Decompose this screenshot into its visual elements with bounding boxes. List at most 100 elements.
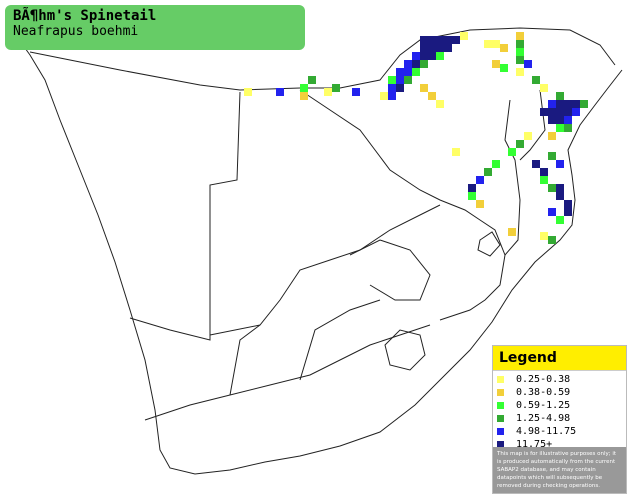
range-cell bbox=[492, 60, 500, 68]
range-cell bbox=[532, 76, 540, 84]
range-cell bbox=[548, 100, 556, 108]
range-cell bbox=[420, 84, 428, 92]
border bbox=[504, 99, 521, 256]
legend-swatch bbox=[497, 428, 504, 435]
lesotho bbox=[384, 329, 426, 371]
disclaimer: This map is for illustrative purposes on… bbox=[493, 447, 626, 493]
range-cell bbox=[436, 52, 444, 60]
range-cell bbox=[412, 68, 420, 76]
range-cell bbox=[420, 36, 428, 44]
range-cell bbox=[548, 116, 556, 124]
range-cell bbox=[572, 108, 580, 116]
range-cell bbox=[508, 228, 516, 236]
range-cell bbox=[572, 100, 580, 108]
range-cell bbox=[516, 56, 524, 64]
range-cell bbox=[476, 176, 484, 184]
range-cell bbox=[564, 116, 572, 124]
legend-label: 4.98-11.75 bbox=[516, 426, 577, 437]
range-cell bbox=[492, 40, 500, 48]
border bbox=[299, 89, 506, 321]
legend-label: 0.59-1.25 bbox=[516, 400, 571, 411]
legend-item: 1.25-4.98 bbox=[497, 412, 626, 425]
legend-item: 0.38-0.59 bbox=[497, 386, 626, 399]
range-cell bbox=[452, 148, 460, 156]
range-cell bbox=[564, 124, 572, 132]
legend-label: 0.25-0.38 bbox=[516, 374, 571, 385]
legend-label: 11.75+ bbox=[516, 439, 553, 450]
range-cell bbox=[556, 100, 564, 108]
range-cell bbox=[428, 36, 436, 44]
range-cell bbox=[388, 76, 396, 84]
range-cell bbox=[428, 44, 436, 52]
range-cell bbox=[548, 208, 556, 216]
border bbox=[349, 239, 431, 301]
range-cell bbox=[564, 108, 572, 116]
range-cell bbox=[460, 32, 468, 40]
legend-swatch bbox=[497, 402, 504, 409]
range-cell bbox=[404, 60, 412, 68]
range-cell bbox=[436, 36, 444, 44]
range-cell bbox=[508, 148, 516, 156]
range-cell bbox=[548, 236, 556, 244]
range-cell bbox=[540, 168, 548, 176]
legend-swatch bbox=[497, 441, 504, 448]
range-cell bbox=[556, 192, 564, 200]
range-cell bbox=[324, 88, 332, 96]
range-cell bbox=[556, 92, 564, 100]
legend-label: 0.38-0.59 bbox=[516, 387, 571, 398]
range-cell bbox=[300, 92, 308, 100]
range-cell bbox=[556, 116, 564, 124]
range-cell bbox=[436, 44, 444, 52]
range-cell bbox=[564, 208, 572, 216]
legend-item: 0.59-1.25 bbox=[497, 399, 626, 412]
range-cell bbox=[468, 184, 476, 192]
range-cell bbox=[476, 200, 484, 208]
legend-swatch bbox=[497, 376, 504, 383]
range-cell bbox=[396, 76, 404, 84]
range-cell bbox=[352, 88, 360, 96]
range-cell bbox=[548, 108, 556, 116]
range-cell bbox=[580, 100, 588, 108]
range-cell bbox=[244, 88, 252, 96]
legend-swatch bbox=[497, 415, 504, 422]
title: BÃ¶hm's Spinetail bbox=[13, 8, 157, 24]
range-cell bbox=[540, 84, 548, 92]
range-cell bbox=[308, 76, 316, 84]
range-cell bbox=[428, 92, 436, 100]
border bbox=[29, 27, 616, 91]
range-cell bbox=[412, 52, 420, 60]
range-cell bbox=[564, 100, 572, 108]
range-cell bbox=[500, 64, 508, 72]
border bbox=[209, 204, 441, 336]
range-cell bbox=[380, 92, 388, 100]
range-cell bbox=[532, 160, 540, 168]
range-cell bbox=[556, 160, 564, 168]
range-cell bbox=[484, 40, 492, 48]
range-cell bbox=[500, 44, 508, 52]
range-cell bbox=[540, 176, 548, 184]
range-cell bbox=[492, 160, 500, 168]
border bbox=[229, 299, 381, 396]
legend-item: 0.25-0.38 bbox=[497, 373, 626, 386]
range-cell bbox=[444, 44, 452, 52]
range-cell bbox=[420, 60, 428, 68]
range-cell bbox=[396, 68, 404, 76]
range-cell bbox=[404, 68, 412, 76]
legend-title: Legend bbox=[493, 346, 626, 371]
range-cell bbox=[524, 132, 532, 140]
range-cell bbox=[548, 184, 556, 192]
range-cell bbox=[404, 76, 412, 84]
range-cell bbox=[540, 232, 548, 240]
eswatini bbox=[477, 231, 501, 257]
range-cell bbox=[516, 140, 524, 148]
legend-item: 4.98-11.75 bbox=[497, 425, 626, 438]
range-cell bbox=[516, 68, 524, 76]
range-cell bbox=[468, 192, 476, 200]
range-cell bbox=[436, 100, 444, 108]
legend-list: 0.25-0.38 0.38-0.59 0.59-1.25 1.25-4.98 4.98… bbox=[493, 373, 626, 451]
range-cell bbox=[556, 108, 564, 116]
range-cell bbox=[412, 60, 420, 68]
range-cell bbox=[396, 84, 404, 92]
